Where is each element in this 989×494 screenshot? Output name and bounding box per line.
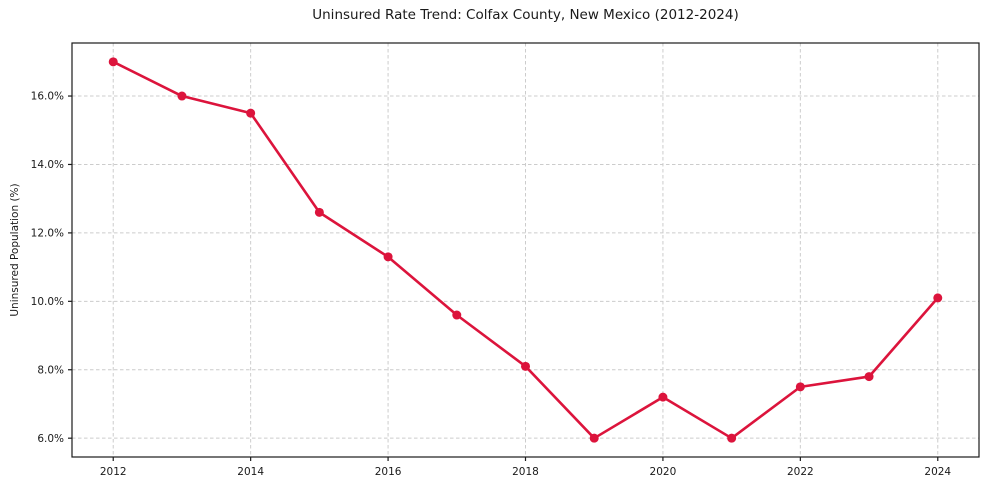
x-tick-label: 2018 — [512, 466, 539, 478]
x-tick-label: 2012 — [100, 466, 127, 478]
data-point-2015 — [314, 207, 324, 217]
y-axis-label: Uninsured Population (%) — [9, 183, 21, 317]
data-point-2023 — [864, 372, 874, 382]
x-tick-label: 2016 — [375, 466, 402, 478]
data-point-2024 — [933, 293, 943, 303]
x-tick-label: 2014 — [237, 466, 264, 478]
x-tick-label: 2020 — [650, 466, 677, 478]
y-tick-label: 6.0% — [37, 433, 64, 445]
y-tick-label: 16.0% — [31, 91, 64, 103]
data-point-2018 — [521, 361, 530, 371]
data-point-2019 — [589, 433, 599, 443]
data-point-2017 — [452, 310, 462, 320]
data-point-2014 — [246, 108, 256, 118]
data-point-2022 — [795, 382, 805, 392]
data-point-2020 — [658, 392, 668, 402]
x-tick-label: 2024 — [924, 466, 951, 478]
data-point-2016 — [383, 252, 393, 262]
data-point-2013 — [177, 91, 187, 101]
y-tick-label: 10.0% — [31, 296, 64, 308]
y-tick-label: 8.0% — [37, 364, 64, 376]
x-tick-label: 2022 — [787, 466, 814, 478]
y-tick-label: 12.0% — [31, 228, 64, 240]
data-point-2012 — [108, 57, 118, 67]
data-point-2021 — [727, 433, 737, 443]
chart-title: Uninsured Rate Trend: Colfax County, New… — [312, 7, 739, 23]
y-tick-label: 14.0% — [31, 159, 64, 171]
